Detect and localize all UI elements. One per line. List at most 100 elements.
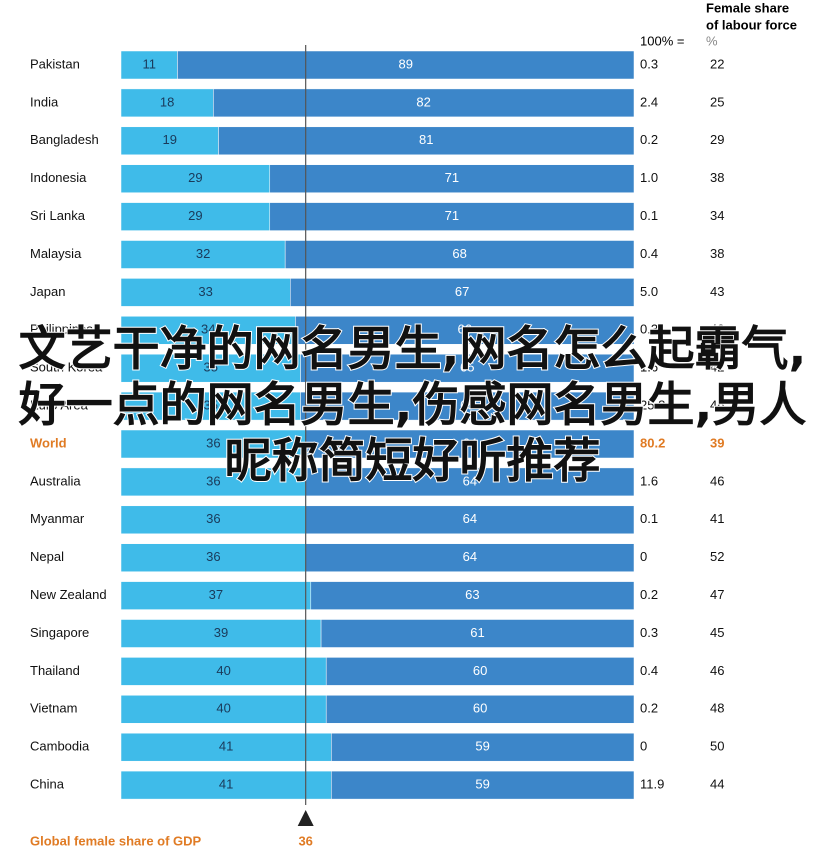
bar-segment (305, 467, 635, 497)
column-value: 48 (710, 701, 724, 716)
column-value: 34 (710, 208, 724, 223)
bar-label: 64 (463, 473, 477, 488)
column-value: 29 (710, 132, 724, 147)
bar-label: 64 (463, 511, 477, 526)
bar-label: 19 (163, 132, 177, 147)
category-label: Cambodia (30, 739, 90, 754)
column-unit: % (706, 33, 718, 48)
bar-label: 81 (419, 132, 433, 147)
bar-label: 37 (209, 587, 223, 602)
column-value: 11.9 (640, 777, 664, 792)
column-value: 0.3 (640, 322, 658, 337)
bar-label: 34 (201, 322, 215, 337)
column-value: 5.0 (640, 284, 658, 299)
column-value: 0.1 (640, 511, 658, 526)
bar-label: 66 (457, 322, 471, 337)
category-label: Thailand (30, 663, 80, 678)
bar-label: 64 (463, 549, 477, 564)
category-label: Euro Area (30, 398, 89, 413)
category-label: Singapore (30, 625, 89, 640)
bar-label: 32 (196, 246, 210, 261)
column-value: 0.2 (640, 587, 658, 602)
category-label: World (30, 435, 67, 450)
column-value: 0.3 (640, 56, 658, 71)
bar-segment (331, 732, 635, 762)
bar-segment (120, 429, 306, 459)
bar-segment (120, 732, 332, 762)
bar-label: 61 (470, 625, 484, 640)
column-value: 0.1 (640, 208, 658, 223)
bar-label: 60 (473, 663, 487, 678)
bar-segment (120, 391, 301, 421)
column-value: 0.4 (640, 246, 658, 261)
column-value: 0.3 (640, 625, 658, 640)
category-label: India (30, 94, 59, 109)
bar-label: 29 (188, 208, 202, 223)
column-header: Female share (706, 0, 789, 15)
column-value: 1.6 (640, 360, 658, 375)
category-label: Myanmar (30, 511, 85, 526)
bar-label: 29 (188, 170, 202, 185)
bar-segment (300, 353, 635, 383)
category-label: China (30, 777, 65, 792)
bar-label: 89 (398, 56, 412, 71)
bar-segment (120, 657, 327, 686)
column-value: 0.2 (640, 701, 658, 716)
bar-label: 40 (216, 663, 230, 678)
bar-segment (218, 126, 635, 156)
bar-segment (120, 770, 332, 800)
column-value: 0 (640, 739, 647, 754)
category-label: Australia (30, 473, 81, 488)
bar-label: 59 (475, 777, 489, 792)
column-value: 39 (710, 435, 724, 450)
category-label: South Korea (30, 360, 103, 375)
column-value: 46 (710, 398, 724, 413)
bar-segment (120, 543, 306, 572)
column-value: 38 (710, 246, 724, 261)
category-label: Sri Lanka (30, 208, 86, 223)
column-value: 43 (710, 284, 724, 299)
bar-label: 36 (206, 511, 220, 526)
column-value: 22 (710, 56, 724, 71)
column-value: 1.6 (640, 473, 658, 488)
bar-segment (305, 543, 635, 572)
bar-segment (120, 581, 312, 610)
bar-segment (213, 88, 635, 118)
bar-segment (120, 240, 286, 269)
bar-label: 41 (219, 739, 233, 754)
bar-segment (177, 50, 635, 80)
bar-label: 11 (142, 56, 156, 71)
bar-segment (120, 467, 306, 497)
bar-label: 60 (473, 701, 487, 716)
column-value: 46 (710, 473, 724, 488)
category-label: New Zealand (30, 587, 107, 602)
bar-segment (325, 695, 635, 724)
category-label: Vietnam (30, 701, 77, 716)
bar-label: 82 (416, 94, 430, 109)
category-label: Nepal (30, 549, 64, 564)
column-value: 41 (710, 511, 724, 526)
category-label: Malaysia (30, 246, 82, 261)
bar-label: 35 (204, 360, 218, 375)
column-value: 40 (710, 322, 724, 337)
bar-label: 65 (460, 398, 474, 413)
bar-label: 36 (206, 435, 220, 450)
bar-segment (284, 240, 635, 269)
bar-segment (300, 391, 635, 421)
bar-segment (120, 316, 296, 345)
column-value: 45 (710, 625, 724, 640)
bar-segment (320, 619, 635, 648)
column-value: 0 (640, 549, 647, 564)
column-value: 50 (710, 739, 724, 754)
category-label: Philippines (30, 322, 93, 337)
bar-segment (269, 164, 635, 193)
bar-label: 67 (455, 284, 469, 299)
bar-label: 65 (460, 360, 474, 375)
bar-segment (120, 619, 322, 648)
bar-segment (120, 164, 271, 193)
bar-label: 39 (214, 625, 228, 640)
column-value: 0.2 (640, 132, 658, 147)
column-value: 80.2 (640, 435, 665, 450)
bar-segment (269, 202, 635, 231)
category-label: Indonesia (30, 170, 87, 185)
